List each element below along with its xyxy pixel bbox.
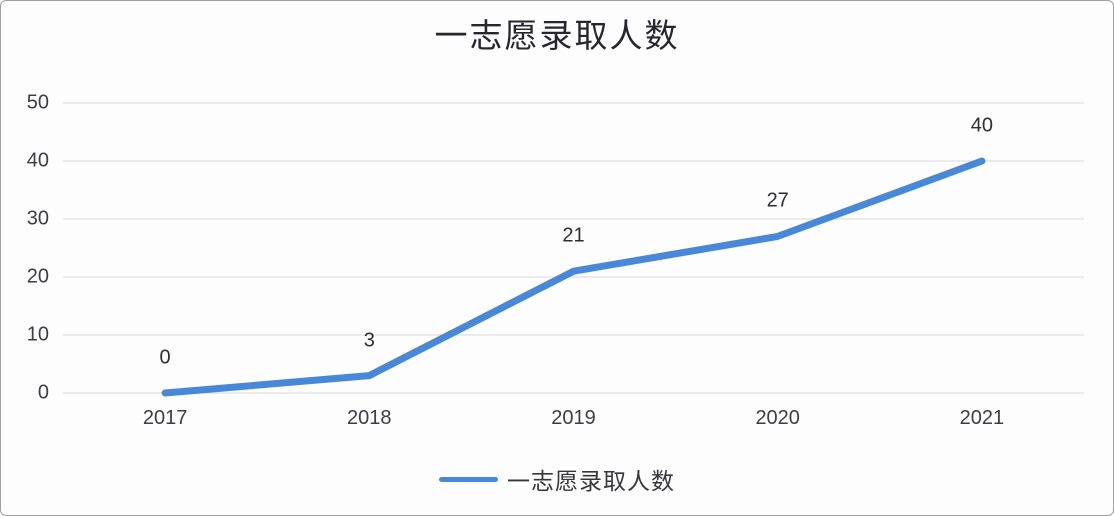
data-label: 27 <box>766 189 789 212</box>
legend-label: 一志愿录取人数 <box>507 468 675 494</box>
data-label: 3 <box>363 329 375 352</box>
series-line <box>161 157 986 397</box>
x-tick-label: 2021 <box>959 407 1005 429</box>
x-tick-label: 2017 <box>142 407 188 429</box>
data-label: 40 <box>970 114 994 137</box>
y-tick-label: 0 <box>37 381 49 404</box>
y-tick-label: 30 <box>26 207 49 230</box>
legend: 一志愿录取人数 <box>1 464 1113 494</box>
data-label: 0 <box>159 346 171 369</box>
y-tick-label: 50 <box>26 91 49 114</box>
data-label: 21 <box>562 224 585 247</box>
x-tick-label: 2020 <box>755 407 800 429</box>
chart-title: 一志愿录取人数 <box>434 19 680 55</box>
y-tick-label: 10 <box>26 323 49 346</box>
y-tick-label: 40 <box>26 149 49 172</box>
y-tick-label: 20 <box>26 265 49 288</box>
legend-line-swatch-icon <box>439 476 498 482</box>
x-tick-label: 2019 <box>551 407 596 429</box>
x-tick-label: 2018 <box>347 407 392 429</box>
